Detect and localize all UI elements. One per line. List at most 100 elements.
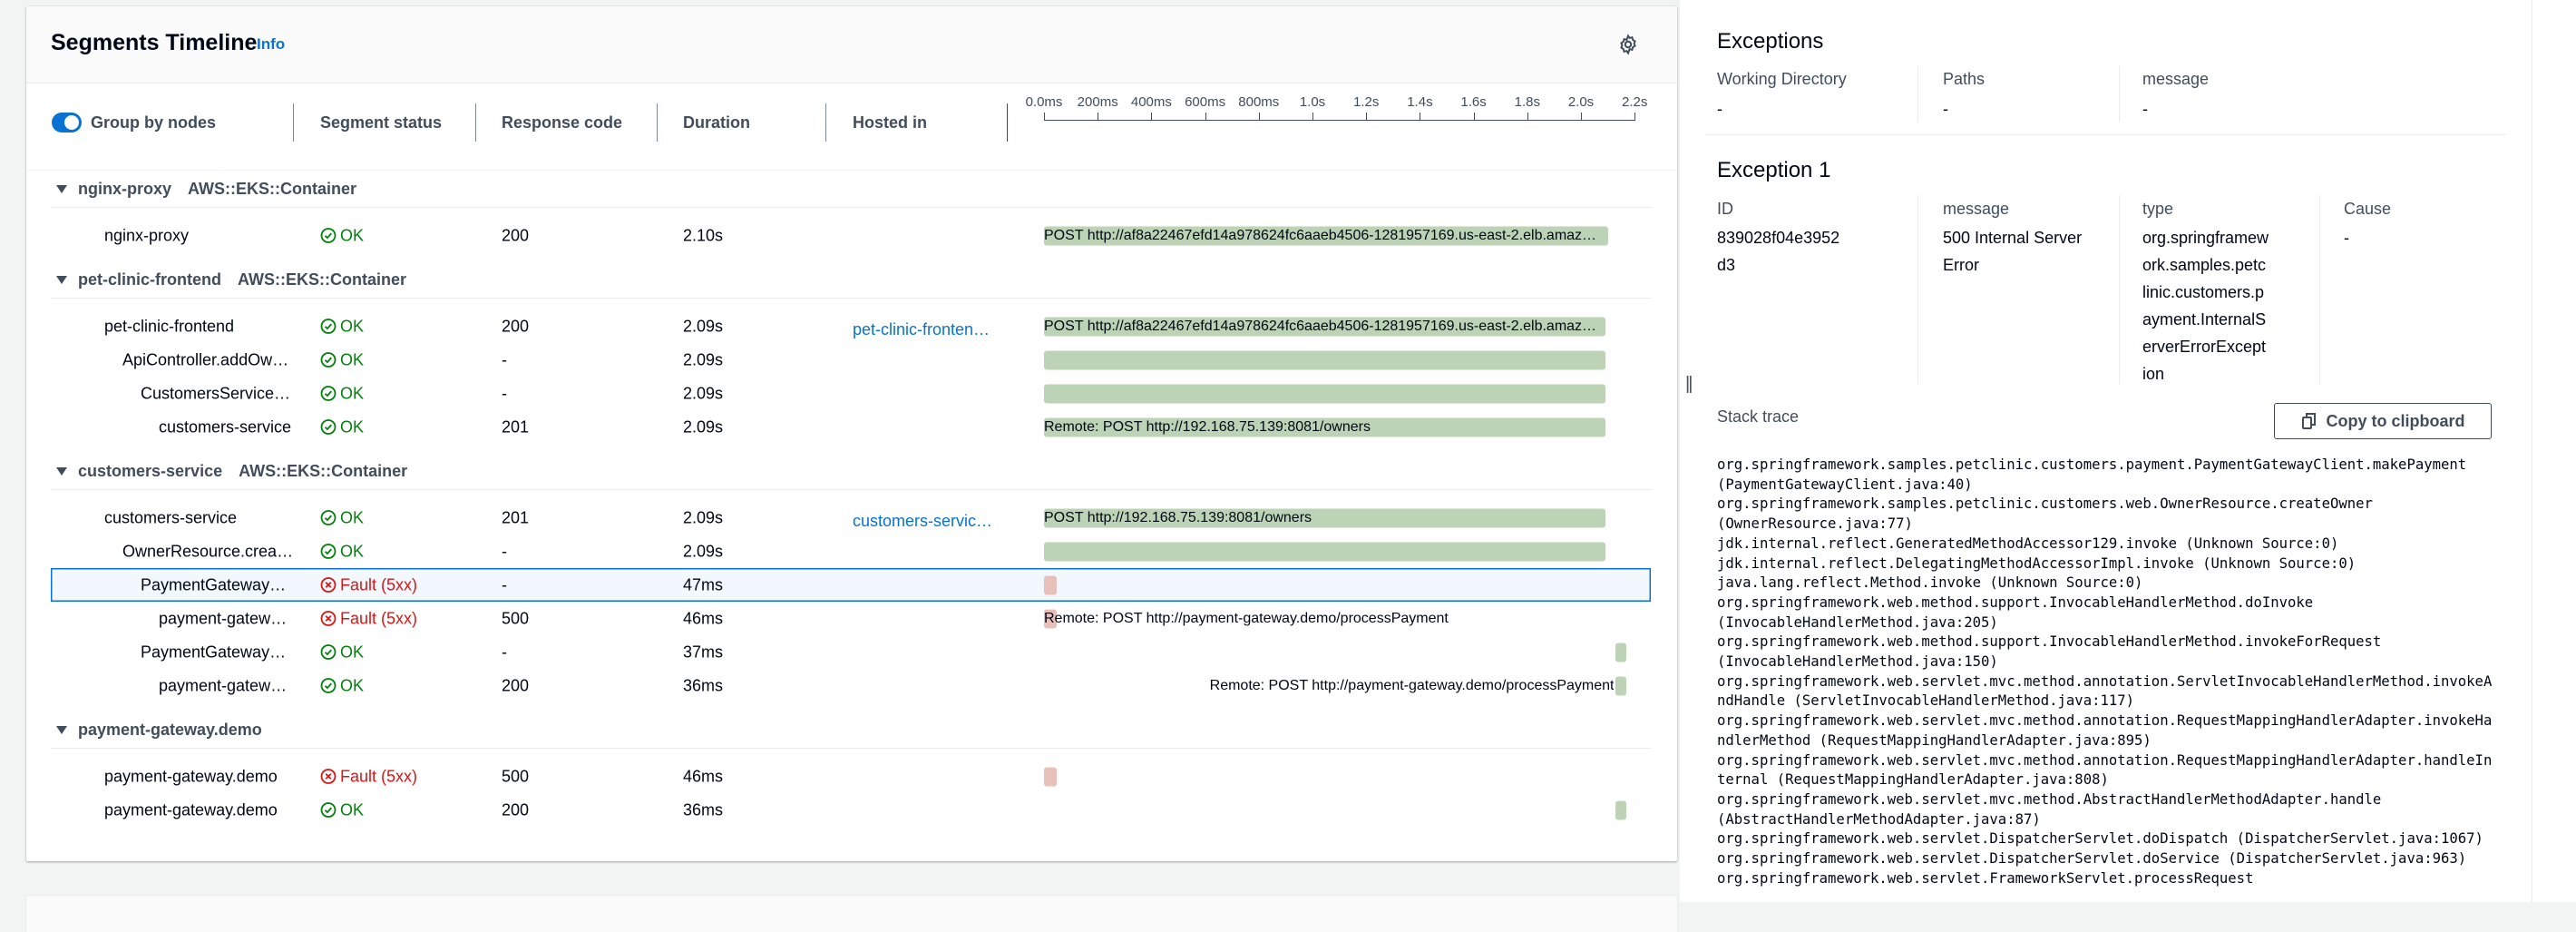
response-code: 200: [502, 226, 530, 244]
axis-tick-label: 600ms: [1185, 94, 1226, 110]
field-value: -: [1943, 100, 1948, 118]
table-row[interactable]: payment-gateway.demo Fault (5xx) 500 46ms: [51, 760, 1651, 793]
duration: 46ms: [683, 767, 724, 785]
section-divider: [1705, 134, 2506, 135]
timeline-divider[interactable]: [1007, 103, 1008, 142]
column-divider[interactable]: [293, 103, 294, 142]
axis-tick: [1366, 113, 1368, 121]
timeline-bar[interactable]: [1615, 643, 1627, 662]
hosted-in-link[interactable]: pet-clinic-fronten…: [853, 320, 990, 338]
stack-frame: org.springframework.web.servlet.Dispatch…: [1717, 830, 2483, 848]
axis-tick: [1258, 113, 1260, 121]
timeline-bar[interactable]: [1044, 609, 1057, 628]
timeline-bar-label: Remote: POST http://payment-gateway.demo…: [1209, 677, 1615, 693]
hosted-in-link[interactable]: customers-servic…: [853, 512, 993, 530]
axis-tick-label: 1.4s: [1407, 94, 1433, 110]
table-row[interactable]: CustomersServiceCli… OK - 2.09s: [51, 377, 1651, 410]
table-row[interactable]: payment-gateway.… Fault (5xx) 500 46ms Remot…: [51, 602, 1651, 635]
timeline-bar[interactable]: [1044, 542, 1605, 561]
group-by-nodes-toggle[interactable]: [52, 113, 82, 132]
copy-button-label: Copy to clipboard: [2326, 411, 2465, 430]
column-header-response-code[interactable]: Response code: [502, 113, 623, 132]
group-name: payment-gateway.demo: [78, 720, 262, 739]
table-row[interactable]: payment-gateway.demo OK 200 36ms: [51, 793, 1651, 827]
table-row[interactable]: payment-gateway.… OK 200 36ms Remote: POST h…: [51, 669, 1651, 702]
stack-frame: org.springframework.web.servlet.Framewor…: [1717, 869, 2254, 887]
segment-status: Fault (5xx): [320, 609, 417, 628]
table-row[interactable]: PaymentGatewayCli… Fault (5xx) - 47ms: [51, 568, 1651, 602]
field-label-cause: Cause: [2344, 200, 2392, 218]
field-value-id: 839028f04e3952d3: [1717, 229, 1840, 274]
timeline-bar[interactable]: [1044, 384, 1605, 403]
response-code: 500: [502, 767, 530, 785]
resize-handle-icon[interactable]: ||: [1685, 374, 1693, 394]
column-divider[interactable]: [825, 103, 826, 142]
timeline-bar[interactable]: [1615, 676, 1627, 695]
panel-header: Segments Timeline Info: [26, 6, 1677, 83]
table-row[interactable]: pet-clinic-frontend OK 200 2.09s pet-clinic-…: [51, 309, 1651, 343]
info-link[interactable]: Info: [257, 35, 286, 53]
group-rows: pet-clinic-frontend OK 200 2.09s pet-clinic-…: [26, 299, 1677, 453]
column-header-segment-status[interactable]: Segment status: [320, 113, 443, 132]
group-header[interactable]: payment-gateway.demo: [51, 711, 1651, 749]
status-ok-icon: [320, 386, 337, 401]
timeline-bar[interactable]: [1044, 508, 1605, 527]
caret-down-icon[interactable]: [56, 184, 67, 193]
status-fault-icon: [320, 577, 337, 593]
segment-name: customers-service: [104, 508, 238, 526]
exceptions-panel: [1680, 0, 2576, 902]
group-header[interactable]: customers-service AWS::EKS::Container: [51, 453, 1651, 490]
timeline-bar[interactable]: [1615, 800, 1627, 819]
stack-frame: org.springframework.web.servlet.mvc.meth…: [1717, 790, 2382, 828]
timeline-bar[interactable]: [1044, 417, 1605, 437]
next-panel: [26, 896, 1677, 932]
timeline-bar[interactable]: [1044, 767, 1057, 786]
axis-tick: [1581, 113, 1582, 121]
group-header[interactable]: pet-clinic-frontend AWS::EKS::Container: [51, 261, 1651, 299]
axis-tick: [1205, 113, 1206, 121]
timeline-bar[interactable]: [1044, 575, 1057, 594]
stack-frame: jdk.internal.reflect.DelegatingMethodAcc…: [1717, 554, 2356, 572]
group-by-nodes-label: Group by nodes: [91, 113, 217, 132]
segment-status: OK: [320, 317, 364, 336]
segment-name: PaymentGatewayCli…: [141, 643, 295, 661]
axis-tick-label: 1.8s: [1514, 94, 1540, 110]
caret-down-icon[interactable]: [56, 725, 67, 734]
column-header-hosted-in[interactable]: Hosted in: [853, 113, 928, 132]
column-divider[interactable]: [657, 103, 658, 142]
timeline-bar[interactable]: [1044, 226, 1608, 245]
group-rows: customers-service OK 201 2.09s customers-ser…: [26, 490, 1677, 711]
group-rows: nginx-proxy OK 200 2.10s POST http://af8a224…: [26, 208, 1677, 261]
timeline-bar[interactable]: [1044, 350, 1605, 369]
group-header[interactable]: nginx-proxy AWS::EKS::Container: [51, 171, 1651, 208]
axis-tick-label: 400ms: [1130, 94, 1172, 110]
segment-status: OK: [320, 676, 364, 695]
group-type: AWS::EKS::Container: [188, 179, 357, 198]
table-row[interactable]: customers-service OK 201 2.09s customers-ser…: [51, 501, 1651, 535]
column-header-duration[interactable]: Duration: [683, 113, 750, 132]
gear-icon[interactable]: [1617, 34, 1639, 55]
segment-status: Fault (5xx): [320, 767, 417, 786]
axis-tick-label: 1.6s: [1460, 94, 1487, 110]
caret-down-icon[interactable]: [56, 466, 67, 476]
duration: 2.09s: [683, 350, 724, 368]
copy-to-clipboard-button[interactable]: Copy to clipboard: [2274, 403, 2492, 439]
stack-trace-label: Stack trace: [1717, 407, 1800, 426]
table-row[interactable]: ApiController.addOwner OK - 2.09s: [51, 343, 1651, 377]
table-row[interactable]: nginx-proxy OK 200 2.10s POST http://af8a224…: [51, 219, 1651, 252]
duration: 2.09s: [683, 542, 724, 560]
segment-name: nginx-proxy: [104, 226, 190, 244]
column-divider[interactable]: [475, 103, 476, 142]
response-code: 201: [502, 508, 530, 526]
duration: 2.09s: [683, 417, 724, 436]
caret-down-icon[interactable]: [56, 275, 67, 284]
field-value: -: [2142, 100, 2148, 118]
segments-table: nginx-proxy AWS::EKS::Container nginx-prox…: [26, 171, 1677, 836]
status-fault-icon: [320, 611, 337, 626]
table-row[interactable]: customers-service OK 201 2.09s Remote: POST …: [51, 410, 1651, 444]
timeline-bar[interactable]: [1044, 317, 1605, 336]
table-row[interactable]: PaymentGatewayCli… OK - 37ms: [51, 635, 1651, 669]
duration: 2.09s: [683, 508, 724, 526]
table-row[interactable]: OwnerResource.create… OK - 2.09s: [51, 535, 1651, 568]
axis-tick: [1151, 113, 1153, 121]
